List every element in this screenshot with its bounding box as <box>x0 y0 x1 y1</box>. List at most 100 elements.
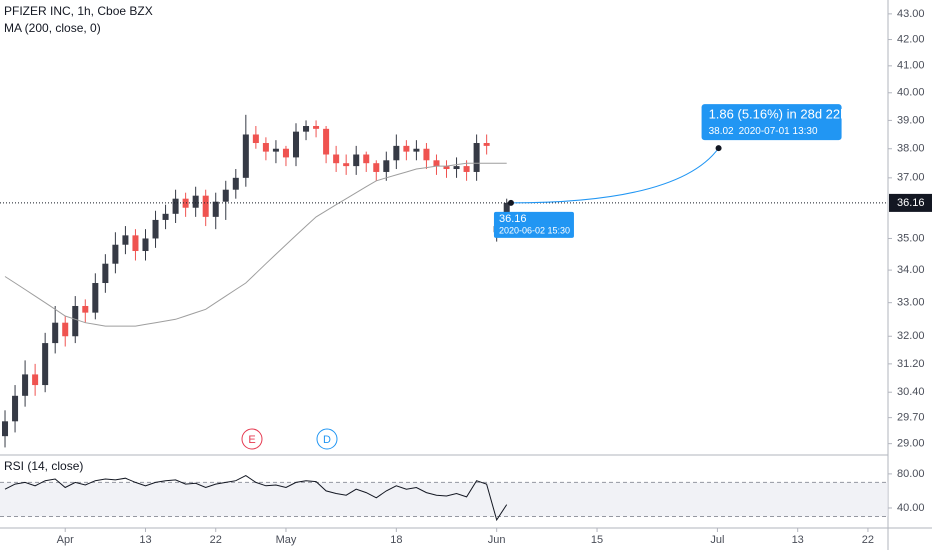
event-label: D <box>323 434 331 446</box>
projection-box <box>701 104 842 141</box>
y-tick-label: 35.00 <box>897 232 925 244</box>
candle-body <box>463 166 470 172</box>
candle-body <box>2 421 9 437</box>
start-date: 2020-06-02 15:30 <box>499 225 570 235</box>
candle-body <box>473 143 480 172</box>
y-tick-label: 39.00 <box>897 114 925 126</box>
candle-body <box>212 201 219 217</box>
candle-body <box>403 145 410 152</box>
chart-title: PFIZER INC, 1h, Cboe BZX <box>4 4 153 18</box>
candle-body <box>52 322 59 344</box>
projection-curve <box>510 147 719 204</box>
projection-end-price: 38.02 <box>709 126 734 137</box>
candle-body <box>242 134 249 178</box>
candle-body <box>62 322 69 337</box>
x-tick-label: 15 <box>591 534 603 546</box>
candle-body <box>182 198 189 208</box>
candle-body <box>393 145 400 161</box>
last-price-label: 36.16 <box>897 197 925 209</box>
x-tick-label: 22 <box>862 534 874 546</box>
rsi-band <box>0 482 888 517</box>
y-tick-label: 37.00 <box>897 172 925 184</box>
candle-body <box>323 128 330 155</box>
candle-body <box>102 263 109 284</box>
candle-body <box>262 143 269 152</box>
rsi-line <box>4 475 508 522</box>
candle-body <box>373 163 380 172</box>
x-tick-label: Apr <box>57 534 74 546</box>
candle-body <box>152 219 159 239</box>
event-marker <box>316 428 338 450</box>
event-label: E <box>248 434 255 446</box>
candle-body <box>122 235 129 245</box>
projection-label: 1.86 (5.16%) in 28d 22h <box>709 107 848 122</box>
candle-body <box>272 148 279 152</box>
candle-body <box>232 177 239 190</box>
candle-body <box>112 244 119 264</box>
candle-body <box>92 283 99 313</box>
candle-body <box>423 148 430 161</box>
candle-body <box>333 154 340 164</box>
candle-body <box>483 143 490 146</box>
candle-body <box>22 374 29 396</box>
y-tick-label: 29.70 <box>897 412 925 424</box>
ma-label: MA (200, close, 0) <box>4 21 101 35</box>
y-tick-label: 34.00 <box>897 264 925 276</box>
start-price: 36.16 <box>499 213 527 225</box>
candle-body <box>222 189 229 202</box>
event-marker <box>241 428 263 450</box>
x-tick-label: 22 <box>210 534 222 546</box>
start-box <box>493 211 574 238</box>
candle-body <box>72 305 79 337</box>
x-tick-label: 13 <box>139 534 151 546</box>
candle-body <box>192 195 199 208</box>
last-price-box <box>889 193 932 212</box>
candle-body <box>32 374 39 386</box>
candle-body <box>413 148 420 152</box>
y-tick-label: 40.00 <box>897 87 925 99</box>
y-tick-label: 43.00 <box>897 8 925 20</box>
y-tick-label: 32.00 <box>897 330 925 342</box>
rsi-label: RSI (14, close) <box>4 459 83 473</box>
candle-body <box>443 166 450 170</box>
projection-start <box>507 199 514 206</box>
x-tick-label: May <box>276 534 297 546</box>
candle-body <box>162 213 169 220</box>
rsi-y-tick-label: 40.00 <box>897 502 925 514</box>
y-tick-label: 31.20 <box>897 358 925 370</box>
y-tick-label: 33.00 <box>897 297 925 309</box>
candle-body <box>433 160 440 167</box>
y-tick-label: 38.00 <box>897 143 925 155</box>
x-tick-label: Jul <box>710 534 724 546</box>
candle-body <box>282 148 289 158</box>
candle-body <box>343 163 350 167</box>
y-tick-label: 30.40 <box>897 386 925 398</box>
x-tick-label: Jun <box>488 534 506 546</box>
candle-body <box>252 134 259 144</box>
candle-body <box>202 195 209 217</box>
ma-line <box>4 162 507 327</box>
candle-body <box>292 131 300 158</box>
candle-body <box>383 160 390 172</box>
candle-body <box>42 343 49 386</box>
candle-body <box>313 126 320 129</box>
candle-body <box>363 154 370 164</box>
x-tick-label: 13 <box>792 534 804 546</box>
candle-body <box>132 235 139 252</box>
y-tick-label: 41.00 <box>897 60 925 72</box>
rsi-y-tick-label: 80.00 <box>897 468 925 480</box>
y-tick-label: 29.00 <box>897 438 925 450</box>
candle-body <box>353 154 360 167</box>
candle-body <box>172 198 179 214</box>
y-tick-label: 42.00 <box>897 33 925 45</box>
x-tick-label: 18 <box>390 534 402 546</box>
candle-body <box>453 166 460 170</box>
candle-body <box>142 238 149 252</box>
projection-end-date: 2020-07-01 13:30 <box>739 126 818 137</box>
projection-end <box>715 145 722 152</box>
candle-body <box>303 126 310 132</box>
candle-body <box>12 395 19 422</box>
candle-body <box>82 305 89 313</box>
